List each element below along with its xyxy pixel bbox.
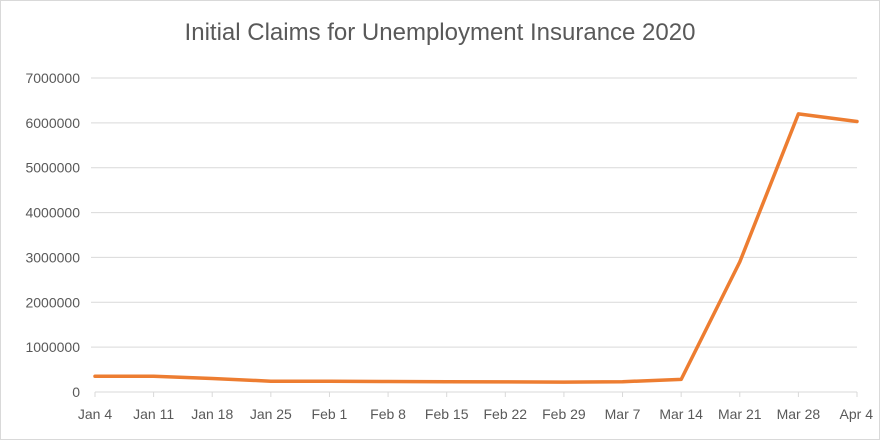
- y-tick-label: 4000000: [25, 205, 80, 221]
- x-tick-label: Feb 8: [370, 406, 406, 422]
- x-tick-label: Jan 18: [191, 406, 233, 422]
- x-tick-label: Feb 29: [542, 406, 586, 422]
- x-tick-label: Jan 11: [133, 406, 174, 422]
- y-tick-label: 1000000: [25, 339, 80, 355]
- chart-title: Initial Claims for Unemployment Insuranc…: [184, 19, 696, 46]
- x-tick-label: Feb 15: [425, 406, 469, 422]
- x-tick-label: Mar 14: [659, 406, 703, 422]
- x-tick-label: Apr 4: [840, 406, 874, 422]
- x-tick-label: Feb 22: [484, 406, 528, 422]
- y-tick-label: 2000000: [25, 294, 80, 310]
- x-tick-label: Jan 25: [250, 406, 292, 422]
- series-line: [93, 112, 859, 384]
- y-tick-label: 6000000: [25, 115, 80, 131]
- x-tick-label: Feb 1: [312, 406, 348, 422]
- x-tick-label: Mar 7: [605, 406, 641, 422]
- x-tick-label: Mar 28: [777, 406, 821, 422]
- y-tick-label: 7000000: [25, 70, 80, 86]
- x-tick-label: Mar 21: [718, 406, 762, 422]
- y-tick-label: 5000000: [25, 160, 80, 176]
- x-tick-label: Jan 4: [78, 406, 112, 422]
- y-tick-label: 3000000: [25, 249, 80, 265]
- y-tick-label: 0: [72, 384, 80, 400]
